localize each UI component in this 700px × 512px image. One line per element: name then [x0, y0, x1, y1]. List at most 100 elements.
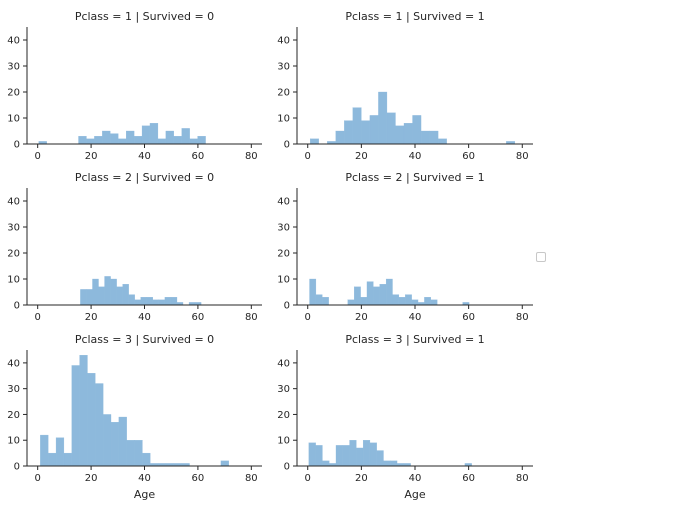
panel-title: Pclass = 2 | Survived = 0: [75, 171, 214, 184]
x-tick-label: 60: [462, 312, 475, 323]
histogram-bar: [157, 138, 167, 145]
histogram-bar: [94, 136, 103, 145]
histogram-bar: [79, 355, 88, 467]
x-tick-label: 0: [305, 473, 311, 484]
histogram-bar: [122, 284, 129, 306]
histogram-bar: [170, 297, 178, 306]
x-tick-label: 40: [138, 473, 151, 484]
histogram-bar: [322, 460, 330, 467]
histogram-bar: [366, 281, 374, 306]
histogram-bar: [403, 123, 413, 145]
x-tick-label: 20: [85, 312, 98, 323]
histogram-bar: [134, 299, 141, 306]
x-tick-label: 20: [85, 151, 98, 162]
histogram-bar: [126, 440, 135, 467]
histogram-bar: [335, 130, 345, 145]
histogram-bar: [376, 450, 384, 467]
histogram-bar: [429, 130, 439, 145]
facet-panel: Pclass = 3 | Survived = 0 0 10 20 30 40 0 20 40 6…: [7, 333, 262, 501]
y-tick-label: 20: [7, 88, 20, 99]
histogram-bar: [344, 120, 353, 145]
histogram-bar: [78, 136, 87, 145]
histogram-bar: [63, 452, 72, 467]
x-axis-label: Age: [404, 488, 426, 501]
x-tick-label: 40: [409, 473, 422, 484]
histogram-bar: [411, 299, 419, 306]
histogram-bar: [424, 297, 431, 306]
y-tick-label: 0: [284, 462, 290, 473]
panel-title: Pclass = 1 | Survived = 0: [75, 10, 214, 23]
x-tick-label: 0: [34, 151, 40, 162]
x-tick-label: 60: [192, 312, 205, 323]
histogram-bar: [164, 297, 172, 306]
histogram-bar: [110, 133, 119, 145]
histogram-bar: [398, 297, 406, 306]
y-tick-label: 0: [284, 301, 290, 312]
histogram-bar: [48, 452, 57, 467]
x-axis-label: Age: [134, 488, 156, 501]
histogram-bar: [141, 125, 151, 145]
y-tick-label: 0: [14, 301, 20, 312]
histogram-bar: [360, 297, 368, 306]
histogram-bar: [126, 130, 135, 145]
facet-panel: Pclass = 1 | Survived = 0 0 10 20 30 40 0 20 40 6…: [7, 10, 262, 162]
y-tick-label: 20: [277, 249, 290, 260]
y-tick-label: 40: [7, 36, 20, 47]
y-tick-label: 40: [277, 36, 290, 47]
histogram-bar: [71, 365, 80, 467]
histogram-bar: [102, 130, 111, 145]
y-tick-label: 30: [7, 384, 20, 395]
histogram-bar: [152, 299, 160, 306]
histogram-bar: [430, 299, 438, 306]
histogram-bar: [412, 115, 422, 145]
y-tick-label: 0: [14, 462, 20, 473]
histogram-bar: [352, 107, 362, 145]
panel-title: Pclass = 2 | Survived = 1: [345, 171, 484, 184]
histogram-bar: [110, 422, 120, 467]
histogram-bar: [133, 136, 143, 145]
histogram-bar: [369, 115, 379, 145]
x-tick-label: 20: [355, 151, 368, 162]
histogram-bar: [87, 373, 96, 467]
histogram-bar: [420, 130, 430, 145]
y-tick-label: 30: [7, 62, 20, 73]
histogram-bar: [335, 445, 343, 467]
y-tick-label: 20: [277, 410, 290, 421]
histogram-bar: [40, 434, 49, 467]
y-tick-label: 0: [14, 140, 20, 151]
x-tick-label: 80: [245, 473, 258, 484]
histogram-bar: [390, 460, 398, 467]
x-tick-label: 40: [409, 312, 422, 323]
histogram-bar: [392, 294, 400, 306]
histogram-bar: [369, 442, 377, 467]
panel-title: Pclass = 1 | Survived = 1: [345, 10, 484, 23]
x-tick-label: 60: [192, 151, 205, 162]
histogram-bar: [405, 294, 412, 306]
histogram-bar: [310, 138, 319, 145]
x-tick-label: 0: [34, 312, 40, 323]
histogram-bar: [220, 460, 229, 467]
histogram-bar: [342, 445, 350, 467]
facet-panel: Pclass = 2 | Survived = 1 0 10 20 30 40 0 20 40 6…: [277, 171, 533, 323]
histogram-bar: [354, 286, 361, 306]
histogram-bar: [197, 136, 206, 145]
y-tick-label: 20: [7, 249, 20, 260]
histogram-bar: [383, 460, 391, 467]
x-tick-label: 80: [245, 312, 258, 323]
histogram-bar: [379, 284, 387, 306]
histogram-bar: [146, 297, 153, 306]
histogram-bar: [92, 278, 99, 306]
y-tick-label: 40: [277, 197, 290, 208]
histogram-bar: [322, 297, 329, 306]
histogram-bar: [349, 440, 357, 467]
x-tick-label: 0: [34, 473, 40, 484]
histogram-bar: [315, 445, 323, 467]
histogram-bar: [356, 447, 364, 467]
y-tick-label: 10: [277, 275, 290, 286]
histogram-bar: [309, 278, 317, 306]
x-tick-label: 60: [462, 473, 475, 484]
x-tick-label: 20: [355, 473, 368, 484]
histogram-bar: [347, 299, 355, 306]
y-tick-label: 10: [7, 436, 20, 447]
y-tick-label: 20: [277, 88, 290, 99]
